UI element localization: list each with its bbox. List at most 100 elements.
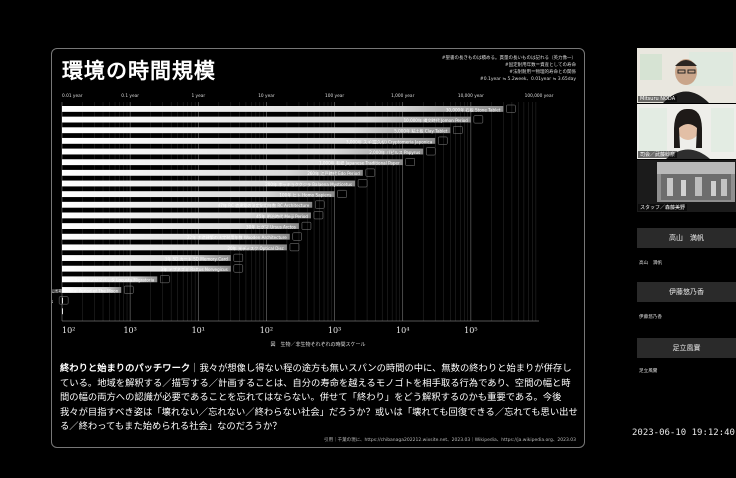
slide-body-text: 終わりと始まりのパッチワーク｜我々が想像し得ない程の途方も無いスパンの時間の中に… — [60, 362, 578, 435]
recording-timestamp: 2023-06-10 19:12:40 — [632, 428, 735, 438]
bar — [62, 223, 299, 230]
bar-label: 20年 光ディスク Optical Disc — [227, 245, 284, 251]
participant-name: スタッフ／森藤美野 — [638, 204, 688, 211]
top-tick-label: 10,000 year — [458, 93, 484, 99]
pictogram-icon — [437, 136, 448, 145]
bar-label: 100年 ヒト Homo Sapiens — [279, 192, 331, 198]
pictogram-icon — [313, 211, 324, 220]
bar — [62, 116, 471, 123]
bar — [62, 180, 356, 187]
bottom-tick-label: 10² — [260, 326, 273, 335]
note-line: #0.1year ≒ 5.2week、0.01year ≒ 3.65day — [479, 77, 576, 82]
participant-caption: 伊藤悠乃香 — [639, 315, 662, 320]
pictogram-icon — [233, 253, 244, 262]
participant-name: 伊藤悠乃香 — [669, 288, 704, 296]
top-tick-label: 1,000 year — [391, 93, 414, 99]
bar-label: 3年 SD カード SD Memory Card — [165, 255, 229, 261]
bar — [62, 106, 504, 112]
participant-panel: Mitsuru NODA 司会／武藤紗奈 スタッフ／森藤美野 高山 満帆 高山 … — [637, 48, 736, 378]
pictogram-icon — [405, 158, 415, 166]
x-axis-label: 図 生物／非生物それぞれの時間スケール — [270, 341, 365, 348]
bar — [62, 297, 63, 304]
top-tick-label: 0.1 year — [121, 93, 139, 99]
note-line: #聖書の長きものは積める。貫量の長いものは記れる（英力像一） — [441, 56, 576, 61]
participant-tile[interactable]: 司会／武藤紗奈 — [637, 104, 736, 159]
bar — [62, 191, 335, 198]
pictogram-icon — [453, 126, 463, 135]
participant-name: 司会／武藤紗奈 — [638, 151, 678, 158]
body-lead: 終わりと始まりのパッチワーク — [60, 363, 191, 374]
participant-tile[interactable]: 高山 満帆 — [637, 228, 736, 248]
bar-label: 2,000年 パピルス Papyrus — [369, 149, 420, 155]
bottom-tick-label: 10⁴ — [396, 326, 409, 335]
participant-name: Mitsuru NODA — [638, 96, 678, 102]
bar — [62, 276, 158, 283]
slide-notes: #聖書の長きものは積める。貫量の長いものは記れる（英力像一） #固定耐用年数＝資… — [406, 55, 576, 83]
pictogram-icon — [289, 243, 300, 252]
bar-label: 3ヶ月 トノサマバッタ Locusta Migratoria — [74, 277, 155, 283]
bar-label: 47年 RC 造建築の法定耐用年数 RC Architecture — [218, 202, 310, 208]
bar-label: 3,000年 スギ(屋久杉) Cryptomeria Japonica — [346, 138, 433, 144]
participant-name: 高山 満帆 — [669, 234, 704, 242]
person-with-glasses-icon — [637, 48, 736, 103]
participant-tile[interactable]: Mitsuru NODA — [637, 48, 736, 103]
bar-label: 30,000年 石板 Stone Tablet — [446, 106, 501, 112]
participant-caption: 高山 満帆 — [639, 261, 662, 266]
bottom-tick-label: 10² — [62, 326, 75, 335]
pictogram-icon — [357, 179, 368, 188]
bar — [62, 265, 231, 272]
top-tick-label: 100,000 year — [525, 93, 554, 99]
bar — [62, 169, 363, 176]
top-tick-label: 100 year — [325, 93, 344, 99]
time-scale-chart: 0.01 year 0.1 year 1 year 10 year 100 year 1,… — [52, 93, 554, 348]
bottom-tick-label: 10³ — [328, 326, 341, 335]
participant-tile[interactable]: 足立風實 — [637, 338, 736, 358]
top-tick-label: 0.01 year — [62, 93, 83, 99]
bar — [62, 233, 290, 240]
slide-title: 環境の時間規模 — [62, 59, 216, 83]
note-line: #固定耐用年数＝資産としての寿命 — [504, 63, 576, 68]
pictogram-icon — [473, 115, 484, 124]
participant-tile[interactable]: 伊藤悠乃香 — [637, 282, 736, 302]
bar-label: 5,000年 粘土板 Clay Tablet — [394, 128, 448, 134]
bar-label: 22年 木造建築の法定耐用年数 Wooden Architecture — [187, 234, 287, 240]
bar-label: 30年 ヒグマ Ursus Arctos — [246, 223, 296, 229]
bar-label: 72時間 コロナウイルスの生存期間 Novel Coronavirus — [52, 298, 53, 304]
pictogram-icon — [506, 104, 516, 113]
participant-caption: 足立風實 — [639, 369, 658, 374]
bar-label: 10,000年 縄文時代 Jomon Period — [404, 117, 469, 123]
bar — [62, 287, 122, 293]
bar — [62, 159, 403, 166]
bar — [62, 148, 424, 155]
pictogram-icon — [365, 168, 376, 177]
top-tick-label: 1 year — [191, 93, 205, 99]
pictogram-icon — [233, 264, 244, 273]
pictogram-icon — [292, 232, 303, 241]
pictogram-icon — [160, 275, 170, 284]
person-icon — [637, 104, 736, 159]
body-paragraph: ｜我々が想像し得ない程の途方も無いスパンの時間の中に、無数の終わりと始まりが併存… — [60, 363, 578, 433]
bar-label: 1,000年 和紙 Japanese Traditional Paper — [319, 160, 400, 166]
bottom-tick-label: 10¹ — [192, 326, 205, 335]
bottom-tick-label: 10³ — [123, 326, 136, 335]
top-tick-label: 10 year — [258, 93, 275, 99]
bar-label: 260年 江戸時代 Edo Period — [307, 170, 360, 176]
bar — [62, 212, 311, 219]
bar — [62, 244, 287, 251]
bar — [62, 255, 231, 261]
bar — [62, 308, 63, 315]
pictogram-icon — [123, 285, 134, 294]
bottom-tick-label: 10⁵ — [464, 326, 477, 335]
note-line: #法耐耐用＝物理的寿命との関係 — [509, 70, 576, 75]
presentation-slide: 0.01 year 0.1 year 1 year 10 year 100 year 1,… — [51, 48, 585, 448]
pictogram-icon — [425, 147, 436, 156]
participant-tile[interactable]: スタッフ／森藤美野 — [637, 160, 736, 212]
bar-label: 45年 明治時代 Meiji Period — [256, 213, 308, 219]
bar — [62, 137, 436, 144]
pictogram-icon — [301, 221, 312, 230]
bar — [62, 127, 451, 134]
pictogram-icon — [314, 200, 325, 209]
pictogram-icon — [337, 189, 347, 198]
bar-label: 200年 ホッキョククジラ Balaena Mysticetus — [265, 181, 352, 187]
bar-label: 3年 ドブネズミ Rattus Norvegicus — [161, 266, 228, 272]
